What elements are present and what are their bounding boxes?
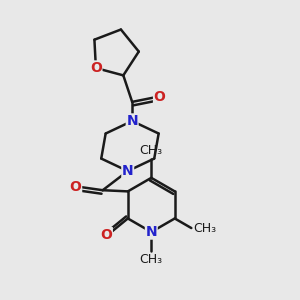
Text: N: N xyxy=(146,225,157,239)
Text: CH₃: CH₃ xyxy=(140,253,163,266)
Text: O: O xyxy=(154,91,166,104)
Text: N: N xyxy=(126,114,138,128)
Text: O: O xyxy=(100,228,112,242)
Text: O: O xyxy=(70,180,82,194)
Text: CH₃: CH₃ xyxy=(140,144,163,157)
Text: CH₃: CH₃ xyxy=(193,221,216,235)
Text: N: N xyxy=(122,164,134,178)
Text: O: O xyxy=(90,61,102,75)
